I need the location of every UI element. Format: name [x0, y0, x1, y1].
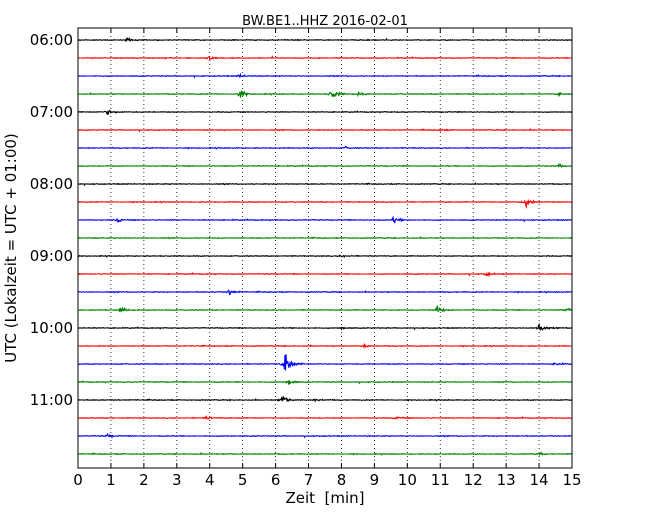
y-tick-label-4: 10:00	[30, 319, 73, 337]
trace-22	[77, 432, 573, 439]
x-tick-label-6: 6	[271, 471, 281, 489]
x-axis-ticks: 0 1 2 3 4 5 6 7 8 9 10 11 12 13 14 15	[73, 28, 582, 489]
trace-6	[77, 145, 573, 150]
y-tick-label-3: 09:00	[30, 247, 73, 265]
trace-7	[77, 163, 573, 168]
x-tick-label-3: 3	[172, 471, 182, 489]
y-tick-label-0: 06:00	[30, 31, 73, 49]
x-tick-label-11: 11	[431, 471, 450, 489]
x-tick-label-1: 1	[106, 471, 116, 489]
trace-12	[77, 254, 573, 259]
trace-3	[78, 89, 573, 98]
y-tick-label-1: 07:00	[30, 103, 73, 121]
y-tick-label-2: 08:00	[30, 175, 73, 193]
x-tick-label-15: 15	[562, 471, 581, 489]
trace-10	[78, 215, 573, 224]
trace-4	[77, 109, 573, 116]
seismic-traces	[77, 36, 573, 456]
trace-5	[77, 127, 573, 133]
trace-13	[77, 271, 572, 278]
trace-15	[78, 305, 573, 313]
trace-14	[77, 289, 573, 296]
x-tick-label-8: 8	[337, 471, 347, 489]
x-tick-label-13: 13	[497, 471, 516, 489]
chart-title: BW.BE1..HHZ 2016-02-01	[242, 14, 408, 29]
trace-16	[77, 322, 573, 331]
y-axis-label: UTC (Lokalzeit = UTC + 01:00)	[2, 133, 20, 363]
trace-8	[77, 181, 573, 187]
x-tick-label-5: 5	[238, 471, 248, 489]
trace-21	[77, 414, 573, 420]
trace-19	[77, 379, 573, 385]
trace-1	[77, 55, 573, 62]
trace-9	[77, 198, 573, 209]
trace-17	[78, 342, 573, 350]
x-tick-label-4: 4	[205, 471, 215, 489]
trace-0	[77, 36, 572, 43]
x-tick-label-0: 0	[73, 471, 83, 489]
trace-18	[77, 354, 573, 371]
trace-2	[77, 72, 572, 79]
y-tick-label-5: 11:00	[30, 391, 73, 409]
trace-23	[78, 451, 572, 456]
y-axis-ticks: 06:00 07:00 08:00 09:00 10:00 11:00	[30, 31, 572, 409]
x-tick-label-2: 2	[139, 471, 149, 489]
x-tick-label-10: 10	[398, 471, 417, 489]
plot-frame	[77, 27, 573, 469]
x-tick-label-7: 7	[304, 471, 314, 489]
trace-11	[77, 235, 573, 240]
trace-20	[77, 396, 573, 403]
x-axis-label: Zeit [min]	[285, 489, 364, 507]
grid-lines	[110, 28, 540, 468]
x-tick-label-14: 14	[530, 471, 549, 489]
x-tick-label-12: 12	[464, 471, 483, 489]
x-tick-label-9: 9	[370, 471, 380, 489]
